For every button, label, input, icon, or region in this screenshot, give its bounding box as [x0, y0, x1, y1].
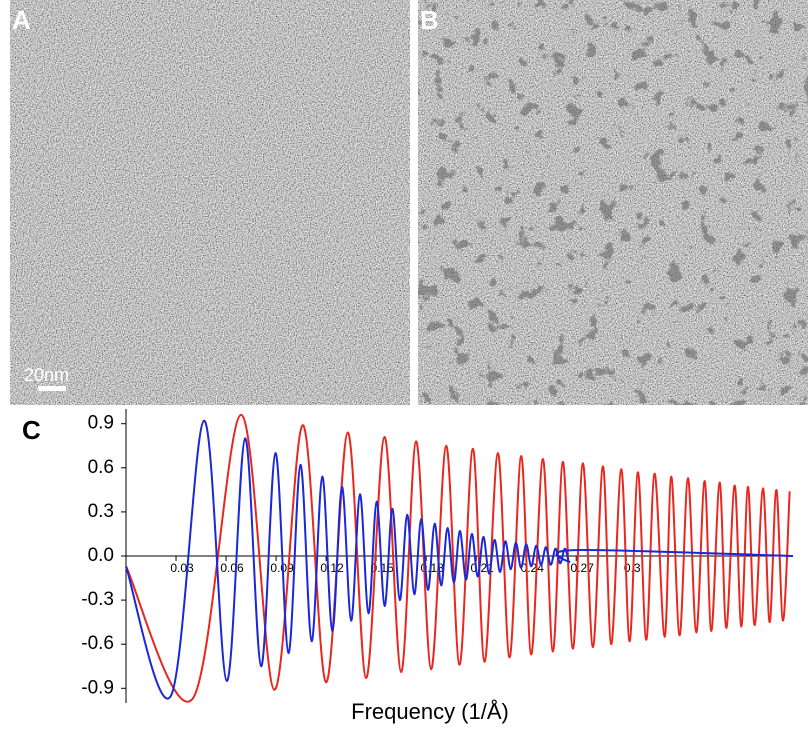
image-a — [10, 0, 410, 405]
y-tick-label: -0.9 — [81, 677, 114, 698]
x-tick-label: 0.27 — [571, 561, 595, 575]
ctf-curve — [125, 419, 794, 700]
y-tick-label: -0.3 — [81, 589, 114, 610]
x-tick-label: 0.12 — [320, 561, 344, 575]
particles — [418, 0, 808, 405]
x-tick-label: 0.06 — [220, 561, 244, 575]
panel-label: C — [22, 415, 41, 445]
y-tick-label: 0.0 — [88, 545, 114, 566]
ctf-curve — [125, 413, 791, 703]
y-tick-label: 0.3 — [88, 501, 114, 522]
scale-bar — [38, 386, 66, 391]
panel-label: A — [12, 5, 31, 35]
micrograph-a: A 20nm — [10, 0, 410, 405]
x-axis-label: Frequency (1/Å) — [351, 699, 509, 724]
y-tick-label: 0.6 — [88, 457, 114, 478]
ctf-chart: C Frequency (1/Å) — [22, 415, 509, 724]
micrograph-b: B — [418, 0, 808, 405]
y-tick-label: -0.6 — [81, 633, 114, 654]
x-tick-label: 0.03 — [170, 561, 194, 575]
y-tick-label: 0.9 — [88, 413, 114, 434]
panel-label: B — [420, 5, 439, 35]
scale-bar-label: 20nm — [24, 365, 69, 385]
